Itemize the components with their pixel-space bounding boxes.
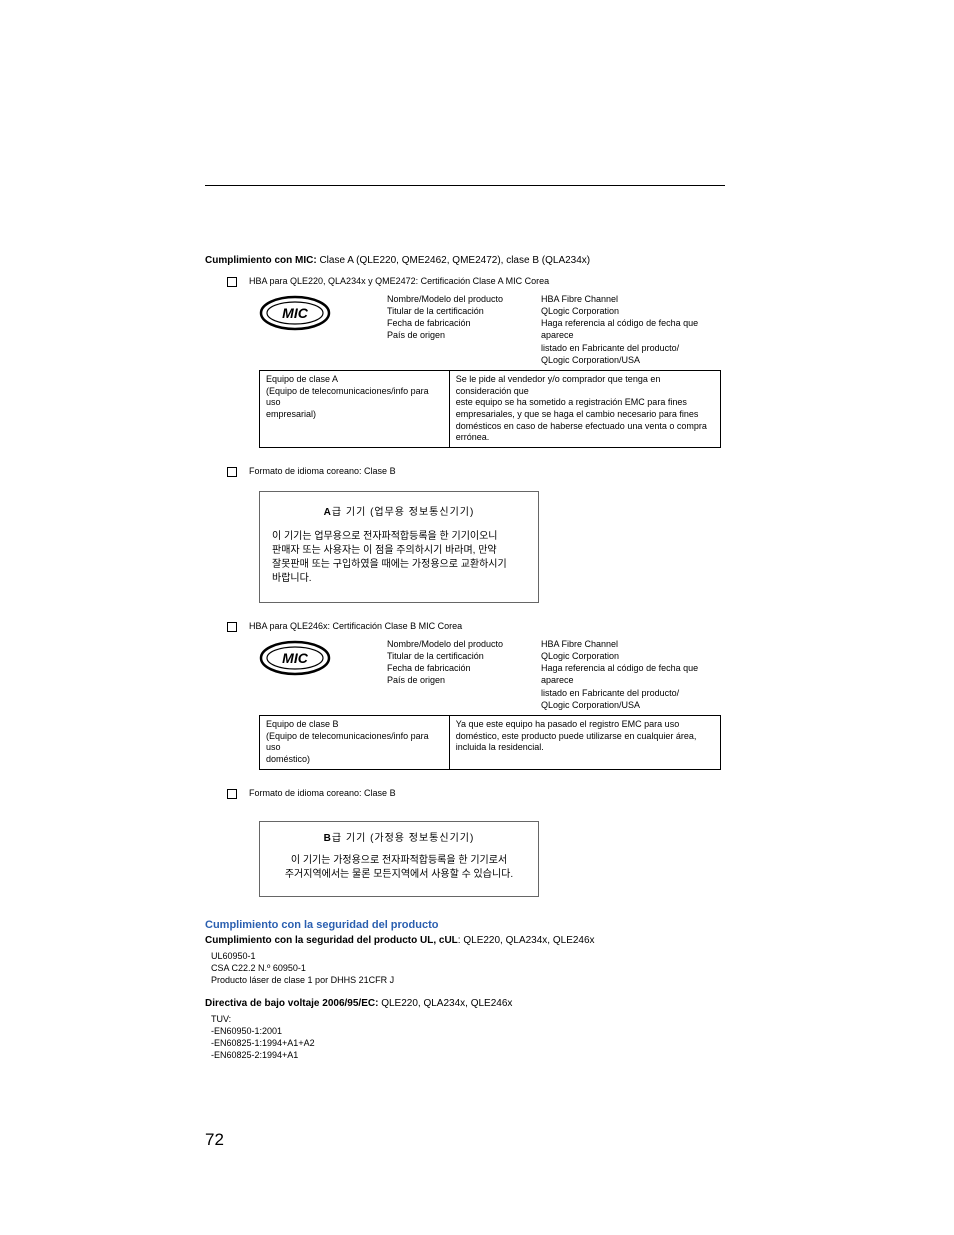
- info-columns: Nombre/Modelo del producto Titular de la…: [387, 293, 727, 366]
- cell-line: empresarial): [266, 409, 443, 421]
- info-value: QLogic Corporation: [541, 650, 727, 662]
- low-voltage-heading: Directiva de bajo voltaje 2006/95/EC: QL…: [205, 998, 725, 1009]
- cell-line: doméstico): [266, 754, 443, 766]
- korean-title-bold: A: [324, 507, 332, 518]
- mic-logo-info-row: MIC Nombre/Modelo del producto Titular d…: [259, 293, 725, 366]
- checkbox-bullet-icon: [227, 789, 239, 799]
- korean-title-bold: B: [324, 833, 332, 844]
- info-label: País de origen: [387, 674, 541, 686]
- list-item: TUV:: [211, 1013, 725, 1025]
- mic-heading-bold: Cumplimiento con MIC:: [205, 255, 317, 266]
- korean-body-line: 잘못판매 또는 구입하였을 때에는 가정용으로 교환하시기: [272, 558, 526, 572]
- ul-heading-bold: Cumplimiento con la seguridad del produc…: [205, 935, 458, 946]
- info-values-col: HBA Fibre Channel QLogic Corporation Hag…: [541, 293, 727, 366]
- info-value: Haga referencia al código de fecha que a…: [541, 317, 727, 341]
- cell-line: Equipo de clase B: [266, 719, 443, 731]
- list-item: -EN60825-1:1994+A1+A2: [211, 1037, 725, 1049]
- cell-line: Ya que este equipo ha pasado el registro…: [456, 719, 714, 731]
- bullet-item: Formato de idioma coreano: Clase B: [205, 466, 725, 477]
- korean-body-line: 주거지역에서는 물론 모든지역에서 사용할 수 있습니다.: [272, 868, 526, 882]
- table-row: Equipo de clase A (Equipo de telecomunic…: [260, 370, 721, 447]
- page-content: Cumplimiento con MIC: Clase A (QLE220, Q…: [205, 185, 725, 1074]
- korean-title-rest: 급 기기 (가정용 정보통신기기): [332, 833, 474, 844]
- cell-line: este equipo se ha sometido a registració…: [456, 397, 714, 409]
- info-value: QLogic Corporation: [541, 305, 727, 317]
- mic-logo-info-row: MIC Nombre/Modelo del producto Titular d…: [259, 638, 725, 711]
- table-row: Equipo de clase B (Equipo de telecomunic…: [260, 715, 721, 769]
- table-cell: Equipo de clase A (Equipo de telecomunic…: [260, 370, 450, 447]
- list-item: CSA C22.2 N.º 60950-1: [211, 962, 725, 974]
- info-label: Nombre/Modelo del producto: [387, 638, 541, 650]
- korean-class-b-box: B급 기기 (가정용 정보통신기기) 이 기기는 가정용으로 전자파적합등록을 …: [259, 821, 539, 897]
- cell-line: (Equipo de telecomunicaciones/info para …: [266, 731, 443, 754]
- korean-body-line: 이 기기는 업무용으로 전자파적합등록을 한 기기이오니: [272, 530, 526, 544]
- info-label: País de origen: [387, 329, 541, 341]
- korean-body-line: 바랍니다.: [272, 572, 526, 586]
- korean-box-title: B급 기기 (가정용 정보통신기기): [272, 832, 526, 846]
- table-cell: Ya que este equipo ha pasado el registro…: [449, 715, 720, 769]
- cell-line: Equipo de clase A: [266, 374, 443, 386]
- list-item: UL60950-1: [211, 950, 725, 962]
- info-value: listado en Fabricante del producto/: [541, 687, 727, 699]
- korean-box-title: A급 기기 (업무용 정보통신기기): [272, 506, 526, 520]
- bullet-item: HBA para QLE246x: Certificación Clase B …: [205, 621, 725, 632]
- cell-line: incluida la residencial.: [456, 742, 714, 754]
- bullet-item: HBA para QLE220, QLA234x y QME2472: Cert…: [205, 276, 725, 287]
- lowvolt-heading-rest: QLE220, QLA234x, QLE246x: [378, 998, 512, 1009]
- info-value: HBA Fibre Channel: [541, 293, 727, 305]
- mic-compliance-heading: Cumplimiento con MIC: Clase A (QLE220, Q…: [205, 255, 725, 266]
- mic-logo-icon: MIC: [259, 638, 331, 678]
- info-label: Fecha de fabricación: [387, 317, 541, 329]
- info-values-col: HBA Fibre Channel QLogic Corporation Hag…: [541, 638, 727, 711]
- korean-title-rest: 급 기기 (업무용 정보통신기기): [332, 507, 474, 518]
- checkbox-bullet-icon: [227, 622, 239, 632]
- info-labels-col: Nombre/Modelo del producto Titular de la…: [387, 293, 541, 366]
- info-labels-col: Nombre/Modelo del producto Titular de la…: [387, 638, 541, 711]
- cell-line: (Equipo de telecomunicaciones/info para …: [266, 386, 443, 409]
- page-number: 72: [205, 1130, 224, 1150]
- lowvolt-heading-bold: Directiva de bajo voltaje 2006/95/EC:: [205, 998, 378, 1009]
- ul-cul-heading: Cumplimiento con la seguridad del produc…: [205, 935, 725, 946]
- cell-line: Se le pide al vendedor y/o comprador que…: [456, 374, 714, 397]
- info-label: Fecha de fabricación: [387, 662, 541, 674]
- info-columns: Nombre/Modelo del producto Titular de la…: [387, 638, 727, 711]
- info-value: HBA Fibre Channel: [541, 638, 727, 650]
- info-value: Haga referencia al código de fecha que a…: [541, 662, 727, 686]
- cell-line: doméstico, este producto puede utilizars…: [456, 731, 714, 743]
- bullet-text: Formato de idioma coreano: Clase B: [249, 466, 396, 476]
- korean-body-line: 이 기기는 가정용으로 전자파적합등록을 한 기기로서: [272, 854, 526, 868]
- list-item: -EN60825-2:1994+A1: [211, 1049, 725, 1061]
- cell-line: empresariales, y que se haga el cambio n…: [456, 409, 714, 421]
- korean-body-line: 판매자 또는 사용자는 이 점을 주의하시기 바라며, 만약: [272, 544, 526, 558]
- table-cell: Se le pide al vendedor y/o comprador que…: [449, 370, 720, 447]
- class-a-table: Equipo de clase A (Equipo de telecomunic…: [259, 370, 721, 448]
- bullet-item: Formato de idioma coreano: Clase B: [205, 788, 725, 799]
- info-label: Titular de la certificación: [387, 305, 541, 317]
- ul-heading-rest: : QLE220, QLA234x, QLE246x: [458, 935, 595, 946]
- list-item: Producto láser de clase 1 por DHHS 21CFR…: [211, 974, 725, 986]
- korean-class-a-box: A급 기기 (업무용 정보통신기기) 이 기기는 업무용으로 전자파적합등록을 …: [259, 491, 539, 603]
- bullet-text: HBA para QLE220, QLA234x y QME2472: Cert…: [249, 276, 549, 286]
- low-voltage-list: TUV: -EN60950-1:2001 -EN60825-1:1994+A1+…: [211, 1013, 725, 1062]
- info-label: Nombre/Modelo del producto: [387, 293, 541, 305]
- svg-text:MIC: MIC: [282, 650, 309, 666]
- bullet-text: HBA para QLE246x: Certificación Clase B …: [249, 621, 462, 631]
- mic-logo-icon: MIC: [259, 293, 331, 333]
- product-safety-heading: Cumplimiento con la seguridad del produc…: [205, 919, 725, 931]
- checkbox-bullet-icon: [227, 277, 239, 287]
- checkbox-bullet-icon: [227, 467, 239, 477]
- safety-standards-list: UL60950-1 CSA C22.2 N.º 60950-1 Producto…: [211, 950, 725, 986]
- info-value: listado en Fabricante del producto/: [541, 342, 727, 354]
- class-b-table: Equipo de clase B (Equipo de telecomunic…: [259, 715, 721, 770]
- cell-line: domésticos en caso de haberse efectuado …: [456, 421, 714, 444]
- list-item: -EN60950-1:2001: [211, 1025, 725, 1037]
- svg-text:MIC: MIC: [282, 305, 309, 321]
- info-value: QLogic Corporation/USA: [541, 699, 727, 711]
- bullet-text: Formato de idioma coreano: Clase B: [249, 788, 396, 798]
- info-value: QLogic Corporation/USA: [541, 354, 727, 366]
- mic-heading-rest: Clase A (QLE220, QME2462, QME2472), clas…: [317, 255, 590, 266]
- info-label: Titular de la certificación: [387, 650, 541, 662]
- table-cell: Equipo de clase B (Equipo de telecomunic…: [260, 715, 450, 769]
